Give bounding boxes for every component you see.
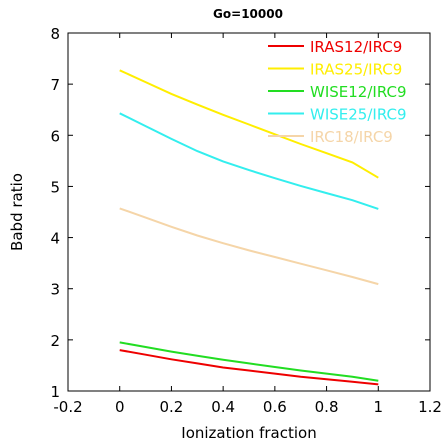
series-line-wise12-irc9: [119, 341, 379, 382]
series-line-wise25-irc9: [119, 112, 379, 210]
y-tick-label: 3: [50, 281, 60, 299]
x-tick-labels: -0.2 0 0.2 0.4 0.6 0.8 1 1.2: [53, 398, 442, 416]
legend-entry: IRAS25/IRC9: [310, 61, 402, 79]
y-axis-label: Babd ratio: [8, 173, 26, 251]
series-line-iras25-irc9: [119, 69, 379, 179]
y-tick-label: 7: [50, 76, 60, 94]
x-axis-label: Ionization fraction: [181, 424, 316, 442]
legend-entry: IRAS12/IRC9: [310, 38, 402, 56]
legend: IRAS12/IRC9 IRAS25/IRC9 WISE12/IRC9 WISE25/…: [268, 38, 407, 146]
series-line-irc18-irc9: [119, 207, 379, 286]
y-tick-label: 5: [50, 178, 60, 196]
series-lines: [119, 69, 379, 386]
legend-entry: WISE12/IRC9: [310, 83, 407, 101]
legend-entry: IRC18/IRC9: [310, 128, 393, 146]
y-tick-label: 8: [50, 25, 60, 43]
x-tick-label: 1: [374, 398, 384, 416]
chart-title: Go=10000: [213, 7, 283, 21]
axis-ticks: [67, 32, 431, 392]
x-tick-label: -0.2: [53, 398, 82, 416]
x-tick-label: 0.4: [211, 398, 235, 416]
plot-frame: [67, 32, 431, 392]
y-tick-labels: 1 2 3 4 5 6 7 8: [50, 25, 60, 401]
y-tick-label: 1: [50, 383, 60, 401]
x-tick-label: 0.2: [159, 398, 183, 416]
legend-entry: WISE25/IRC9: [310, 106, 407, 124]
x-tick-label: 0.8: [315, 398, 339, 416]
y-tick-label: 6: [50, 127, 60, 145]
x-tick-label: 0: [115, 398, 125, 416]
x-tick-label: 0.6: [263, 398, 287, 416]
y-tick-label: 2: [50, 332, 60, 350]
series-line-iras12-irc9: [119, 349, 379, 386]
x-tick-label: 1.2: [418, 398, 442, 416]
y-tick-label: 4: [50, 230, 60, 248]
